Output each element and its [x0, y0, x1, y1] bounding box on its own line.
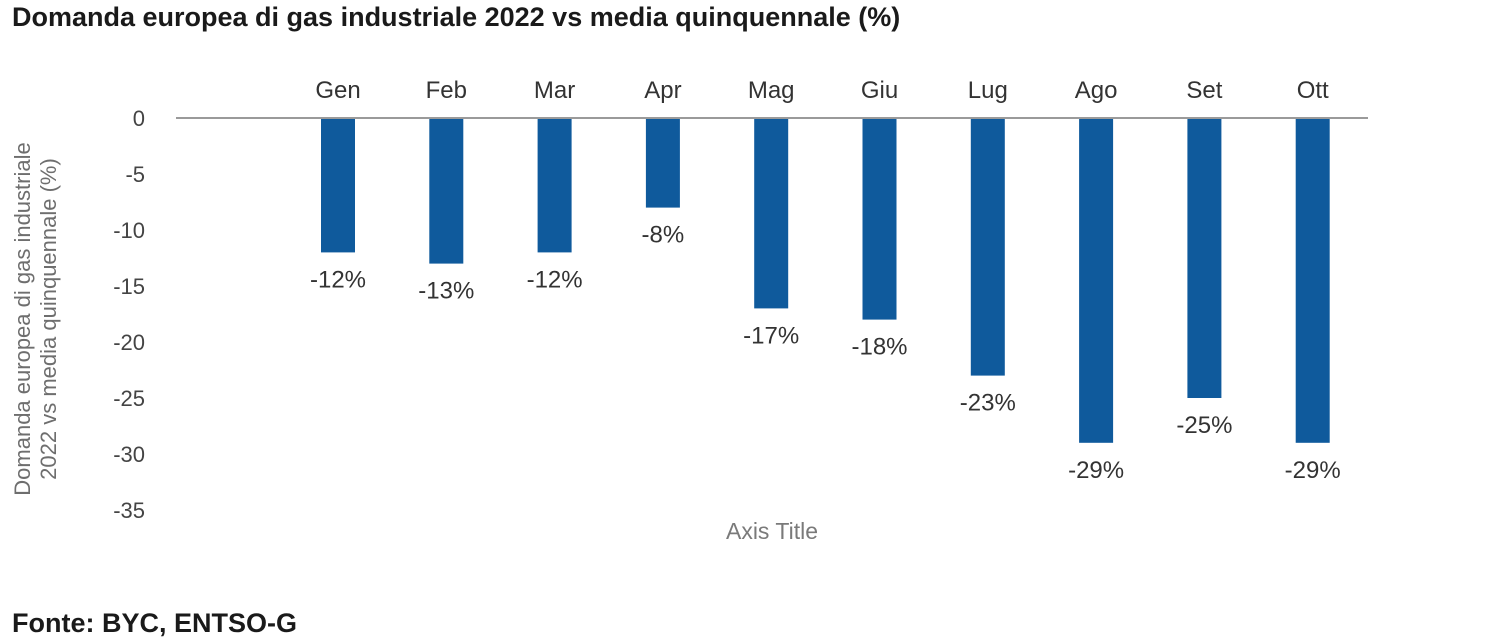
category-labels: Gen Feb Mar Apr Mag Giu Lug Ago Set Ott: [315, 77, 1329, 104]
data-label: -29%: [1068, 457, 1124, 484]
data-label: -12%: [527, 266, 583, 293]
y-tick-label: 0: [133, 106, 145, 131]
category-label: Ago: [1075, 77, 1118, 104]
y-tick-label: -35: [113, 498, 145, 523]
data-labels: -12% -13% -12% -8% -17% -18% -23% -29% -25% -29%: [310, 222, 1341, 484]
bar: [645, 118, 680, 208]
bar: [321, 118, 355, 253]
bar: [429, 118, 464, 264]
bar-chart: 0 -5 -10 -15 -20 -25 -30 -35 Gen Feb Mar Apr Mag Giu…: [10, 77, 1368, 544]
bar: [754, 118, 789, 309]
y-tick-label: -20: [113, 330, 145, 355]
bars: [321, 118, 1330, 443]
y-tick-label: -25: [113, 386, 145, 411]
y-tick-label: -30: [113, 442, 145, 467]
y-tick-label: -10: [113, 218, 145, 243]
bar: [970, 118, 1005, 376]
y-tick-label: -15: [113, 274, 145, 299]
bar: [862, 118, 897, 320]
y-axis-title-line-1: Domanda europea di gas industriale: [10, 142, 35, 495]
category-label: Ott: [1297, 77, 1329, 104]
category-label: Lug: [968, 77, 1008, 104]
data-label: -13%: [418, 278, 474, 305]
data-label: -29%: [1285, 457, 1341, 484]
data-label: -8%: [642, 222, 685, 249]
data-label: -18%: [851, 334, 907, 361]
category-label: Set: [1186, 77, 1222, 104]
data-label: -17%: [743, 322, 799, 349]
x-axis-title: Axis Title: [726, 518, 818, 544]
bar: [1079, 118, 1114, 443]
category-label: Mag: [748, 77, 795, 104]
data-label: -25%: [1176, 412, 1232, 439]
category-label: Apr: [644, 77, 681, 104]
bar: [1295, 118, 1330, 443]
y-tick-label: -5: [125, 162, 145, 187]
category-label: Giu: [861, 77, 898, 104]
category-label: Feb: [426, 77, 467, 104]
category-label: Gen: [315, 77, 360, 104]
bar: [1187, 118, 1222, 398]
y-axis-ticks: 0 -5 -10 -15 -20 -25 -30 -35: [113, 106, 145, 523]
category-label: Mar: [534, 77, 575, 104]
data-label: -23%: [960, 390, 1016, 417]
chart-title: Domanda europea di gas industriale 2022 …: [12, 2, 901, 32]
source-note: Fonte: BYC, ENTSO-G: [12, 608, 297, 638]
data-label: -12%: [310, 266, 366, 293]
y-axis-title-line-2: 2022 vs media quinquennale (%): [36, 158, 61, 480]
bar: [537, 118, 572, 253]
